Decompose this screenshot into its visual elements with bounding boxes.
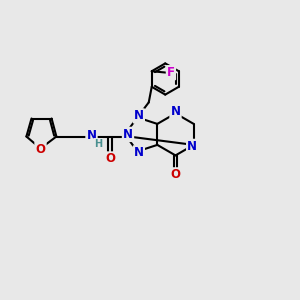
Text: O: O [35, 142, 46, 156]
Text: H: H [94, 139, 102, 149]
Text: O: O [170, 168, 181, 182]
Text: N: N [187, 140, 197, 153]
Text: N: N [134, 110, 144, 122]
Text: N: N [170, 105, 181, 119]
Text: F: F [167, 66, 175, 79]
Text: N: N [134, 146, 144, 159]
Text: N: N [123, 128, 133, 141]
Text: N: N [86, 129, 97, 142]
Text: O: O [105, 152, 116, 166]
